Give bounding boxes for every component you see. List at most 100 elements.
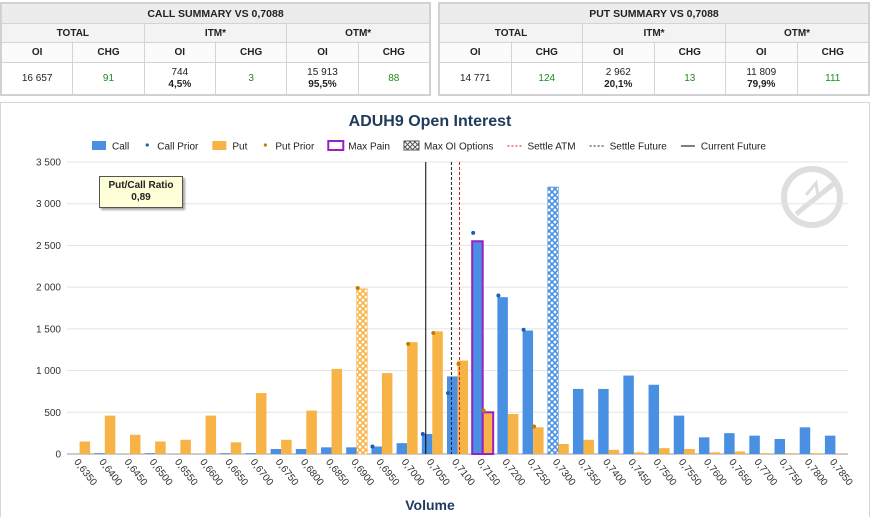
put-bar <box>432 331 443 454</box>
x-tick-label: 0,6550 <box>172 457 200 488</box>
legend-item: Max OI Options <box>403 140 493 153</box>
call-prior-dot <box>471 230 476 235</box>
legend-label: Max Pain <box>348 142 390 153</box>
call-summary-table: CALL SUMMARY VS 0,7088 TOTAL ITM* OTM* O… <box>0 2 431 96</box>
x-tick-label: 0,7650 <box>726 457 754 488</box>
x-tick-label: 0,6450 <box>122 457 150 488</box>
call-group-total: TOTAL <box>1 23 145 43</box>
y-tick-label: 3 500 <box>36 158 61 169</box>
call-bar <box>774 438 786 454</box>
x-tick-label: 0,7200 <box>500 457 528 488</box>
call-itm-pct: 4,5% <box>168 78 192 90</box>
x-tick-label: 0,6900 <box>348 457 376 488</box>
legend-item: Current Future <box>680 142 766 153</box>
legend-item: Call Prior <box>145 142 199 153</box>
put-total-oi: 14 771 <box>439 62 512 95</box>
legend-label: Put <box>232 142 247 153</box>
x-axis-ticks: 0,63500,64000,64500,65000,65500,66000,66… <box>71 457 855 488</box>
x-tick-label: 0,7000 <box>399 457 427 488</box>
put-bar <box>684 448 695 454</box>
put-bar <box>104 415 116 454</box>
x-tick-label: 0,7750 <box>777 457 805 488</box>
future-lines <box>425 162 461 454</box>
put-bar <box>734 451 746 454</box>
call-bar <box>295 448 307 454</box>
put-bar <box>255 393 267 454</box>
call-bar <box>94 453 105 454</box>
x-tick-label: 0,6350 <box>71 457 99 488</box>
put-prior-dot <box>406 341 411 346</box>
put-bar <box>633 452 645 454</box>
call-bar <box>673 415 685 454</box>
legend-item: Settle ATM <box>507 142 576 153</box>
call-bar <box>698 437 710 454</box>
chart-legend: Call Call Prior Put Put Prior Max Pain Max OI… <box>92 140 766 153</box>
legend-item: Call <box>92 141 129 153</box>
legend-label: Call <box>112 142 129 153</box>
put-itm-oi-cell: 2 962 20,1% <box>582 62 655 95</box>
put-bar <box>180 439 191 454</box>
call-total-oi: 16 657 <box>0 62 74 95</box>
put-bar <box>759 453 771 454</box>
call-sub-chg: CHG <box>214 42 288 63</box>
put-bar <box>810 453 821 454</box>
y-axis-ticks: 0 500 1 000 1 500 2 000 2 500 3 000 3 500 <box>36 158 61 461</box>
legend-label: Settle ATM <box>527 142 575 153</box>
x-axis-label: Volume <box>405 497 455 513</box>
call-bar <box>245 453 256 454</box>
put-summary-table: PUT SUMMARY VS 0,7088 TOTAL ITM* OTM* OI… <box>438 2 870 96</box>
x-tick-label: 0,6650 <box>222 457 250 488</box>
legend-item: Put <box>212 141 248 153</box>
put-bar <box>785 453 796 454</box>
y-tick-label: 3 000 <box>36 199 61 210</box>
call-group-itm: ITM* <box>143 23 288 43</box>
call-itm-oi-cell: 744 4,5% <box>143 62 216 95</box>
call-bar <box>547 186 559 455</box>
call-bar <box>321 447 332 454</box>
put-otm-pct: 79,9% <box>747 78 776 90</box>
x-tick-label: 0,7350 <box>575 457 603 488</box>
call-itm-chg: 3 <box>214 62 288 95</box>
put-sub-chg: CHG <box>653 42 726 63</box>
put-otm-oi: 11 809 <box>746 66 777 78</box>
call-bar <box>144 453 156 454</box>
ratio-value: 0,89 <box>131 192 151 203</box>
call-bar <box>799 427 811 454</box>
legend-label: Max OI Options <box>424 142 493 153</box>
call-prior-dot <box>370 444 375 449</box>
x-tick-label: 0,7500 <box>651 457 679 488</box>
put-bar <box>155 441 166 454</box>
put-bar <box>507 413 519 454</box>
x-tick-label: 0,6700 <box>248 457 276 488</box>
put-group-total: TOTAL <box>439 23 583 43</box>
put-bar <box>205 415 217 454</box>
legend-label: Put Prior <box>275 142 315 153</box>
x-tick-label: 0,7600 <box>701 457 729 488</box>
call-bar <box>623 375 634 454</box>
put-prior-dot <box>355 285 360 290</box>
call-sub-oi: OI <box>0 42 74 63</box>
put-sub-chg: CHG <box>796 42 869 63</box>
bars-group <box>79 186 836 455</box>
y-tick-label: 2 500 <box>36 241 61 252</box>
put-itm-chg: 13 <box>653 62 726 95</box>
put-bar <box>481 411 495 455</box>
call-total-chg: 91 <box>72 62 145 95</box>
x-tick-label: 0,7150 <box>474 457 502 488</box>
x-tick-label: 0,6950 <box>374 457 402 488</box>
x-tick-label: 0,6800 <box>298 457 326 488</box>
put-bar <box>457 360 468 454</box>
legend-swatch <box>263 143 267 147</box>
put-group-otm: OTM* <box>725 23 869 43</box>
put-bar <box>659 448 670 454</box>
put-bar <box>381 373 393 454</box>
put-bar <box>331 368 343 454</box>
y-tick-label: 500 <box>44 408 61 419</box>
put-bar <box>230 442 242 454</box>
x-tick-label: 0,7550 <box>676 457 704 488</box>
x-tick-label: 0,7400 <box>600 457 628 488</box>
legend-label: Current Future <box>701 142 766 153</box>
put-sub-oi: OI <box>725 42 798 63</box>
put-call-ratio-box: Put/Call Ratio 0,89 <box>99 176 183 208</box>
call-otm-pct: 95,5% <box>308 78 337 90</box>
